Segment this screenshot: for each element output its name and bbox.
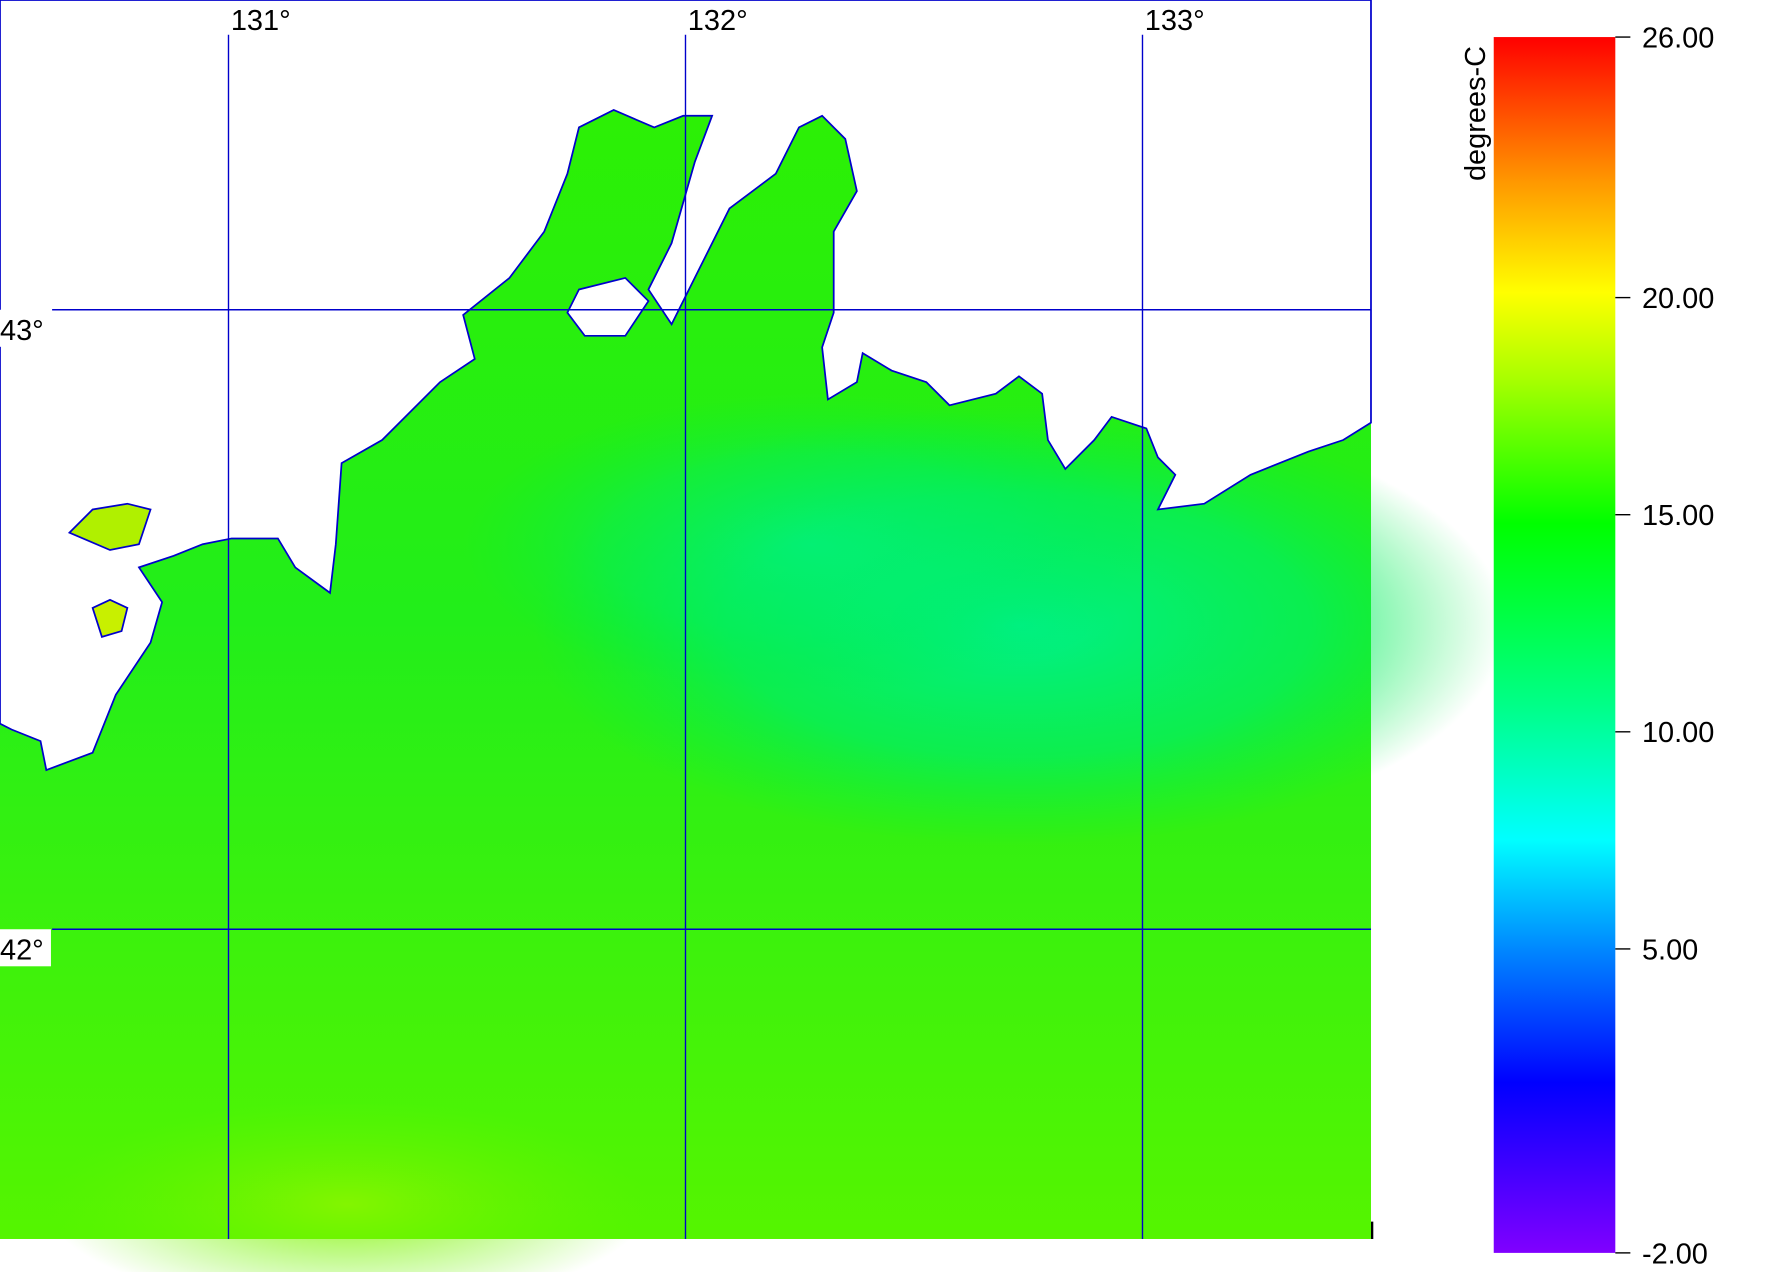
colorbar-tick-label: 5.00	[1642, 934, 1698, 966]
lat-label-bg	[0, 309, 51, 347]
colorbar-tick-label: 26.00	[1642, 22, 1714, 54]
lon-label: 131°	[231, 5, 291, 37]
colorbar-tick-label: 15.00	[1642, 500, 1714, 532]
lat-label-bg	[0, 929, 51, 967]
lon-label: 133°	[1145, 5, 1205, 37]
lat-label: 43°	[0, 315, 44, 347]
cool-region	[463, 393, 1158, 695]
lon-label: 132°	[688, 5, 748, 37]
inlet	[566, 276, 650, 337]
lat-label: 42°	[0, 934, 44, 966]
colorbar-tick-label: 20.00	[1642, 283, 1714, 315]
warm-region	[46, 1100, 649, 1272]
land	[0, 0, 1372, 772]
colorbar-label: degrees-C	[1460, 46, 1492, 181]
island	[91, 598, 129, 638]
edge	[1370, 1221, 1374, 1239]
sea-surface-field	[0, 0, 1506, 1272]
colorbar-tick-label: 10.00	[1642, 717, 1714, 749]
colorbar-tick-label: -2.00	[1642, 1238, 1708, 1270]
island	[67, 502, 152, 551]
colorbar	[1493, 37, 1616, 1253]
